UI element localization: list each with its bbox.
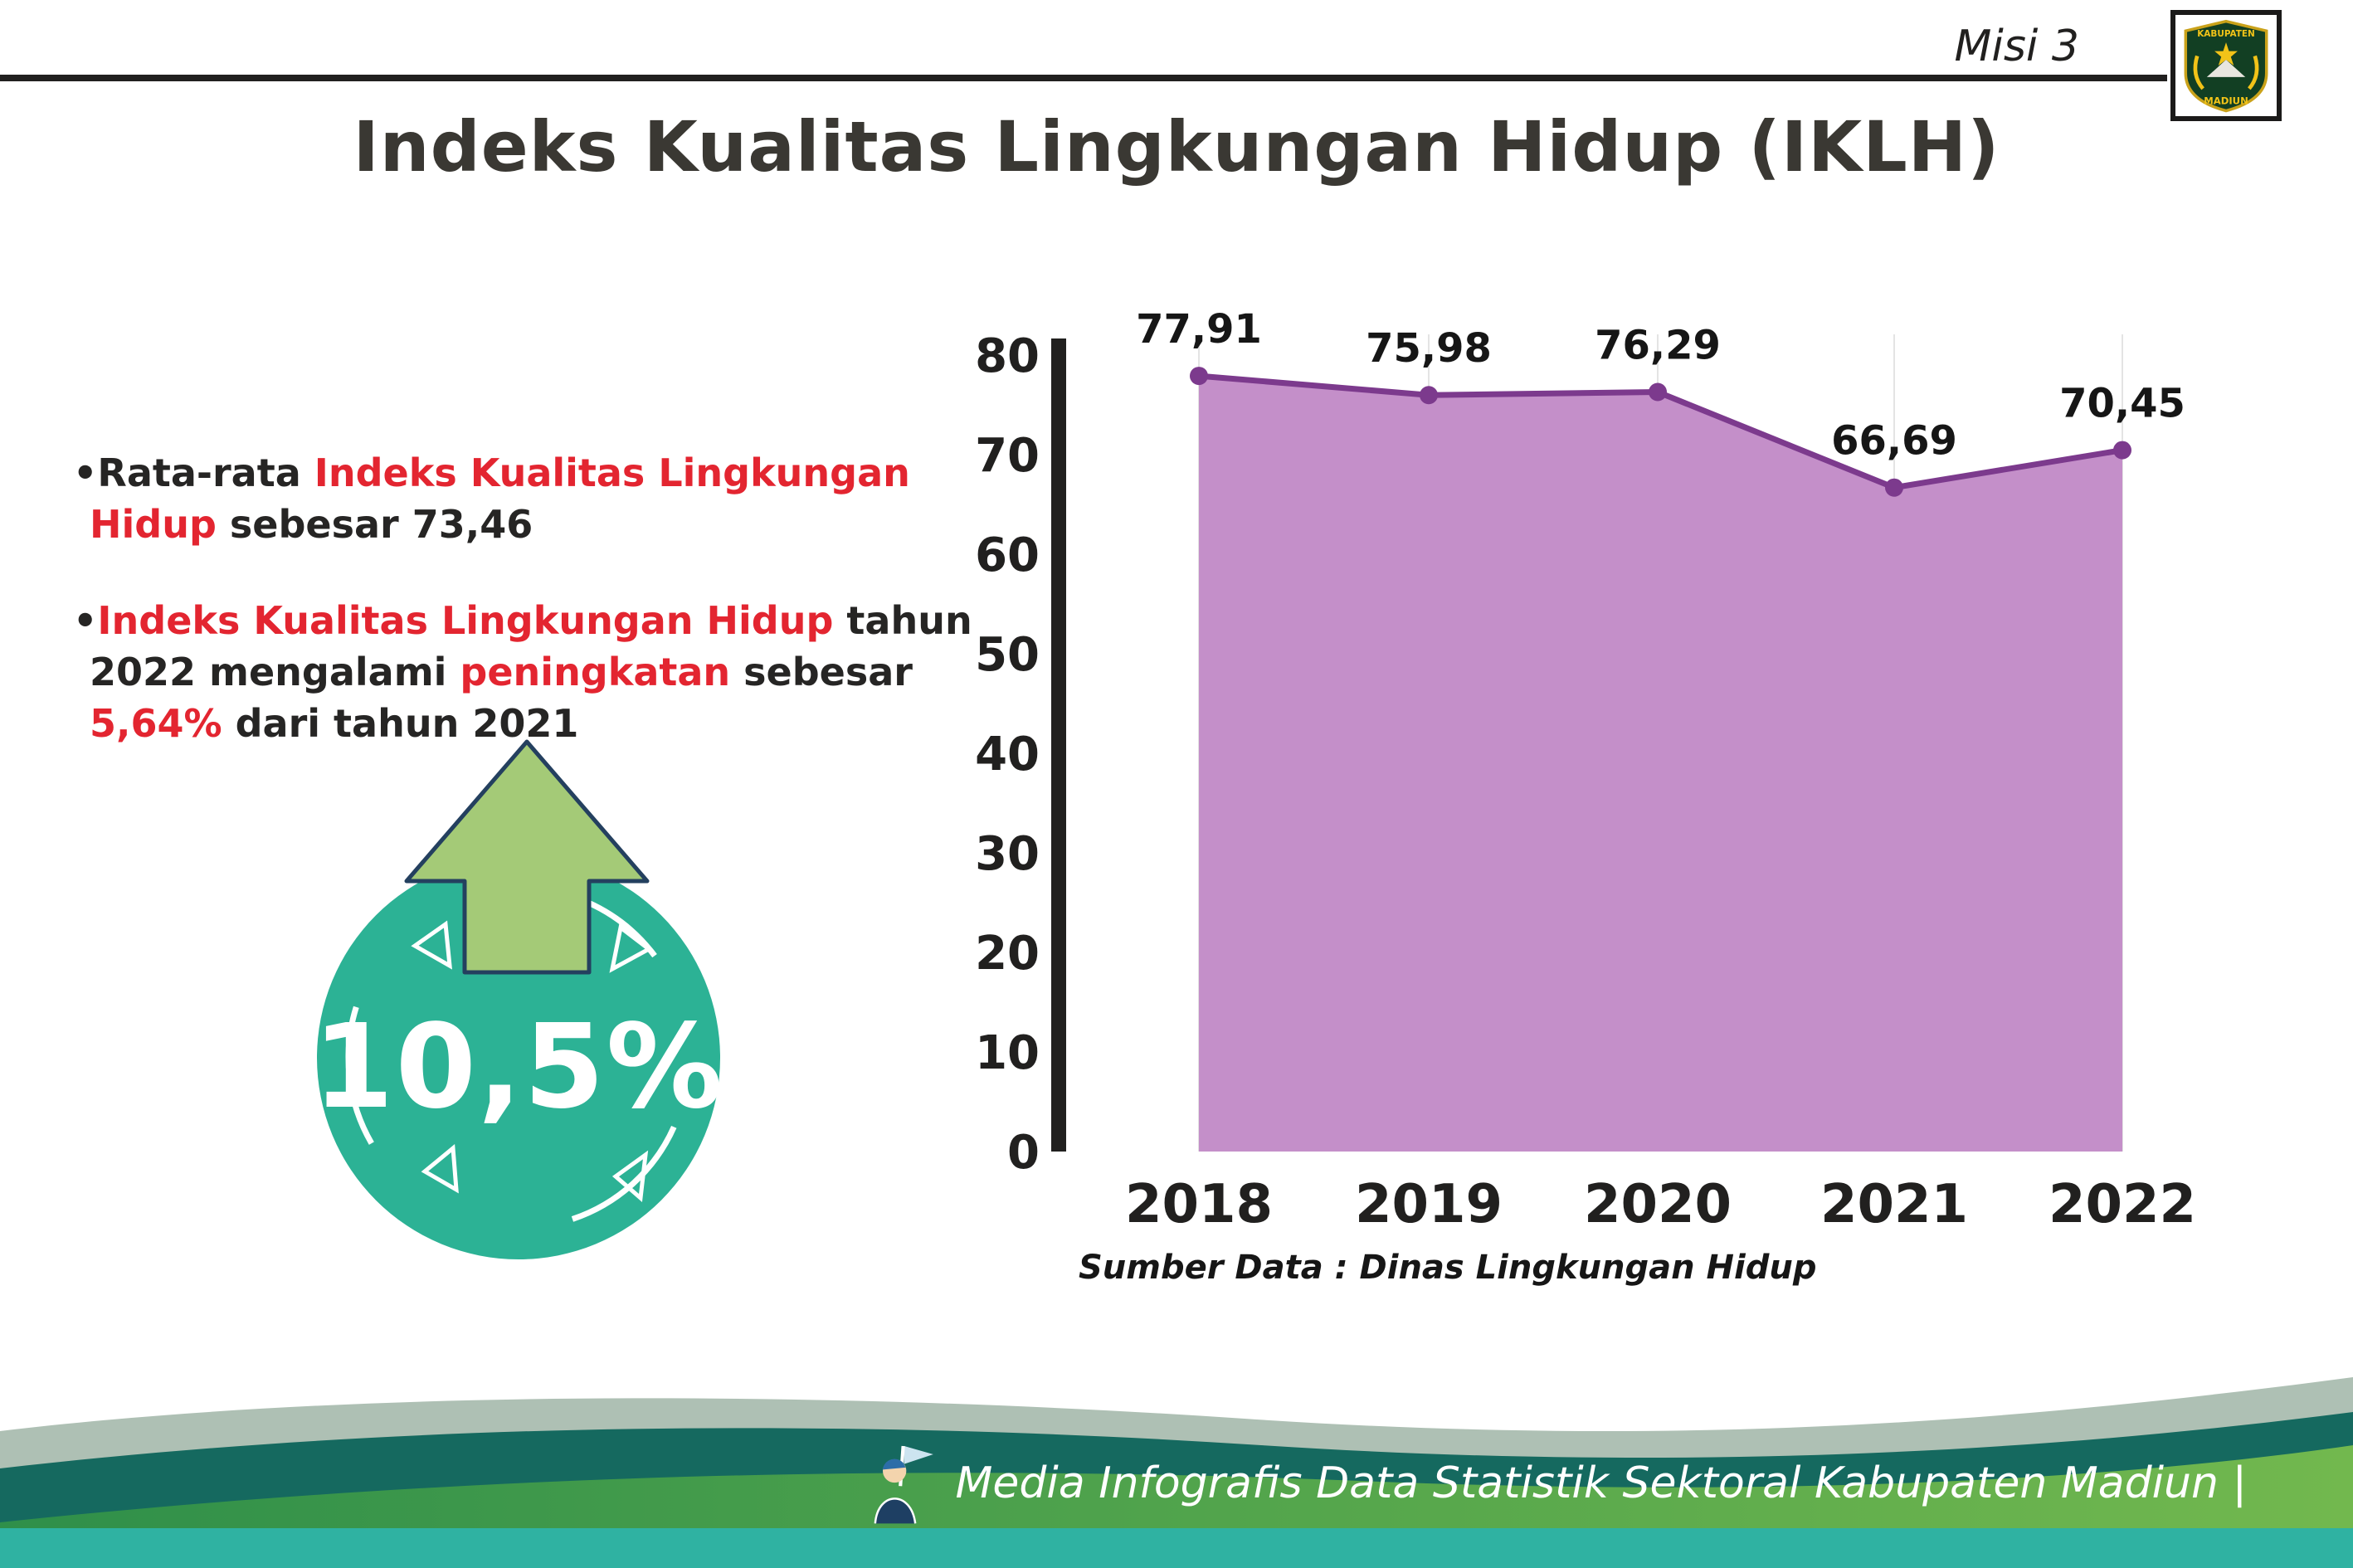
iklh-chart-svg: 0 10 20 30 40 50 60 70 80 77,91 75,98 76,29 66,69 70,…: [975, 306, 2196, 1235]
value-label: 66,69: [1831, 418, 1957, 465]
y-tick-label: 40: [975, 728, 1040, 782]
y-tick-label: 0: [1007, 1126, 1040, 1180]
up-arrow-icon: [404, 739, 650, 975]
bullet2-text3: dari tahun 2021: [222, 700, 579, 746]
value-label: 75,98: [1366, 325, 1492, 372]
logo-wheat-right-icon: [2248, 55, 2259, 90]
value-label: 70,45: [2059, 381, 2185, 427]
value-label: 77,91: [1136, 306, 1262, 353]
footer-waves: [0, 1377, 2353, 1568]
page-title: Indeks Kualitas Lingkungan Hidup (IKLH): [353, 106, 2000, 187]
badge-circle: [317, 856, 720, 1259]
x-tick-label: 2019: [1355, 1174, 1503, 1235]
x-tick-label: 2020: [1584, 1174, 1732, 1235]
footer-content: Media Infografis Data Statistik Sektoral…: [861, 1442, 2247, 1525]
bullet2-text2: sebesar: [730, 649, 913, 694]
x-tick-label: 2018: [1125, 1174, 1273, 1235]
x-tick-label: 2021: [1820, 1174, 1968, 1235]
kabupaten-madiun-logo: KABUPATEN MADIUN: [2170, 10, 2282, 121]
y-axis: [1051, 338, 1066, 1152]
y-tick-label: 30: [975, 827, 1040, 881]
chart-source: Sumber Data : Dinas Lingkungan Hidup: [1079, 1249, 1817, 1287]
badge-triangle-se-icon: [611, 1150, 649, 1202]
kabupaten-madiun-crest-icon: KABUPATEN MADIUN: [2184, 19, 2268, 113]
footer-strip: [0, 1528, 2353, 1568]
bullet-dot: •: [73, 450, 98, 495]
chart-point: [2113, 441, 2131, 460]
footer-band: Media Infografis Data Statistik Sektoral…: [0, 1352, 2353, 1568]
bullet1-value: sebesar 73,46: [216, 501, 533, 547]
bullet-increase-2022: •Indeks Kualitas Lingkungan Hidup tahun …: [73, 596, 1002, 749]
mascot-icon: [874, 1445, 933, 1524]
increase-badge: 10,5%: [290, 723, 747, 1271]
bullet-average-iklh: •Rata-rata Indeks Kualitas Lingkungan Hi…: [73, 448, 1002, 550]
chart-point: [1649, 382, 1667, 402]
chart-point: [1190, 367, 1208, 386]
logo-wheat-left-icon: [2193, 55, 2204, 90]
bullet2-highlight1: Indeks Kualitas Lingkungan Hidup: [97, 598, 834, 644]
y-tick-label: 70: [975, 429, 1040, 483]
value-label: 76,29: [1595, 323, 1721, 369]
header-divider: [0, 75, 2167, 81]
badge-triangle-nw-icon: [411, 920, 452, 970]
y-tick-label: 10: [975, 1026, 1040, 1080]
chart-point: [1885, 478, 1903, 497]
bullet2-highlight2: peningkatan: [460, 649, 731, 694]
increase-badge-graphic: [317, 739, 720, 1259]
x-tick-label: 2022: [2049, 1174, 2196, 1235]
bullet-list: •Rata-rata Indeks Kualitas Lingkungan Hi…: [73, 448, 1002, 795]
badge-triangle-ne-icon: [609, 923, 653, 973]
y-tick-label: 60: [975, 528, 1040, 582]
y-tick-label: 50: [975, 628, 1040, 682]
increase-percentage: 10,5%: [313, 1000, 724, 1135]
bullet1-highlight: Indeks Kualitas Lingkungan Hidup: [90, 450, 910, 547]
bullet2-text1: tahun 2022 mengalami: [90, 598, 972, 694]
bullet-dot: •: [73, 598, 98, 644]
chart-area: [1199, 376, 2122, 1152]
logo-star-icon: [2214, 42, 2238, 66]
misi-label: Misi 3: [1954, 22, 2079, 71]
logo-top-text: KABUPATEN: [2197, 29, 2255, 39]
bullet2-percentage: 5,64%: [90, 700, 222, 746]
bullet1-text: Rata-rata: [97, 450, 314, 495]
logo-mountain-icon: [2206, 60, 2246, 77]
chart-point: [1420, 386, 1438, 405]
y-tick-label: 80: [975, 329, 1040, 383]
logo-bottom-text: MADIUN: [2204, 95, 2248, 106]
footer-caption: Media Infografis Data Statistik Sektoral…: [955, 1458, 2247, 1508]
badge-triangle-sw-icon: [421, 1144, 459, 1194]
iklh-area-chart: 0 10 20 30 40 50 60 70 80 77,91 75,98 76,29 66,69 70,…: [929, 297, 2240, 1268]
y-tick-label: 20: [975, 927, 1040, 981]
